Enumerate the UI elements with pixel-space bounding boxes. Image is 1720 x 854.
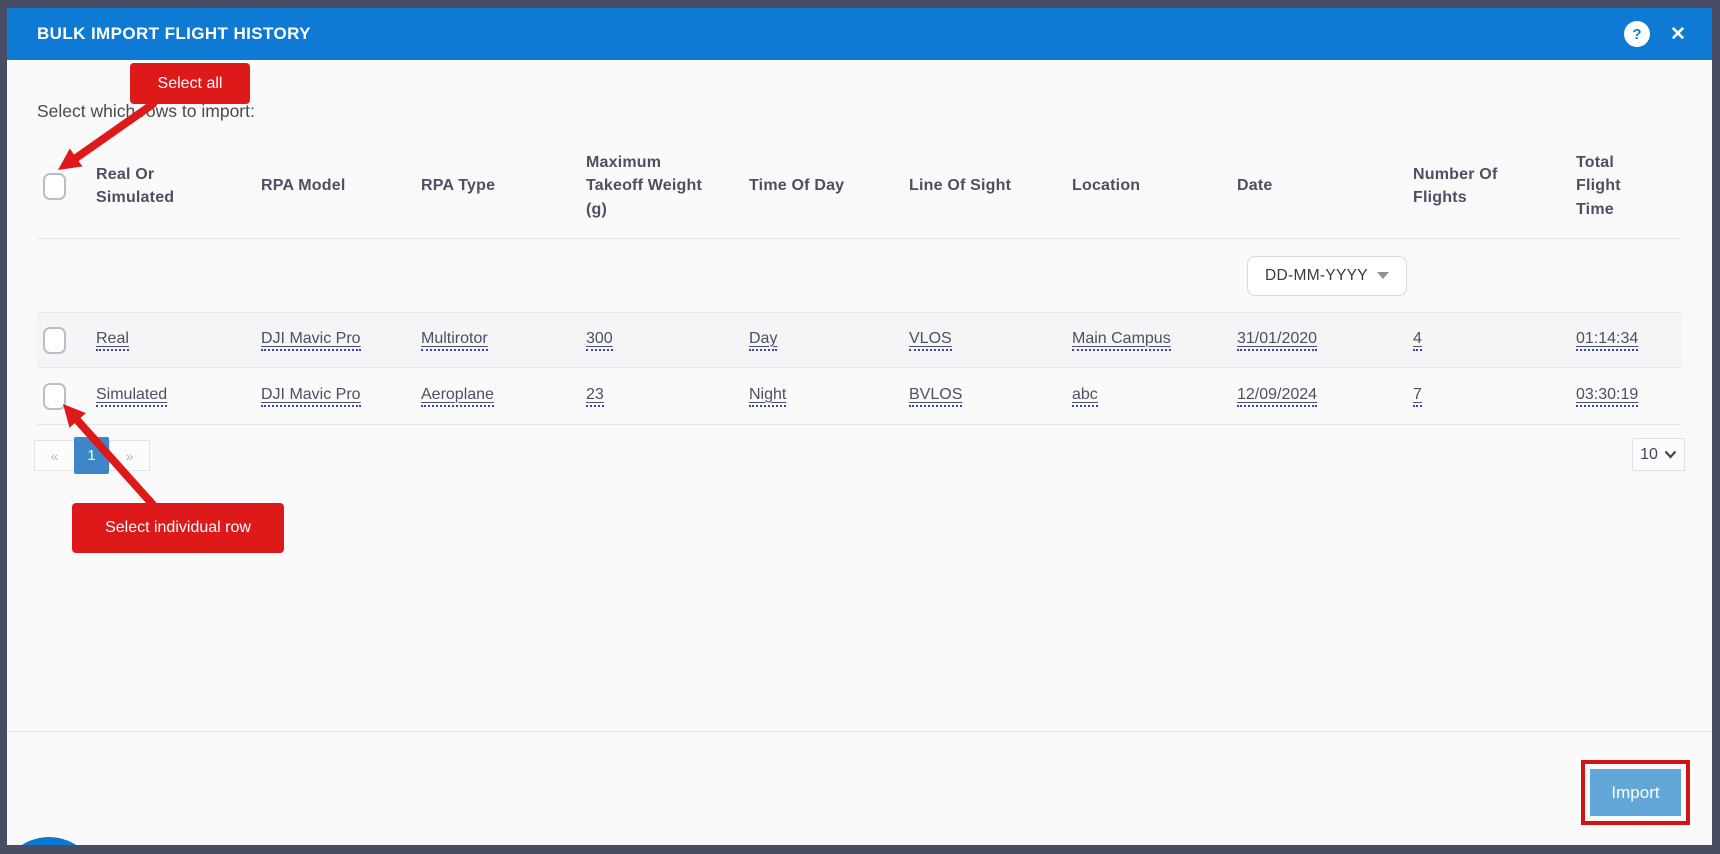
cell-location[interactable]: Main Campus [1072, 330, 1171, 351]
col-total-flight-time: Total Flight Time [1576, 151, 1682, 221]
cell-line-of-sight[interactable]: BVLOS [909, 386, 962, 407]
table-row: Simulated DJI Mavic Pro Aeroplane 23 Nig… [37, 368, 1682, 425]
cell-date[interactable]: 31/01/2020 [1237, 330, 1317, 351]
cell-real-or-simulated[interactable]: Simulated [96, 386, 167, 407]
col-line-of-sight: Line Of Sight [909, 174, 1072, 197]
date-filter-label: DD-MM-YYYY [1265, 267, 1368, 285]
table-filter-row: DD-MM-YYYY [37, 239, 1682, 313]
cell-location[interactable]: abc [1072, 386, 1098, 407]
pagination-first-button[interactable]: « [34, 440, 75, 471]
cell-date[interactable]: 12/09/2024 [1237, 386, 1317, 407]
chat-bubble-button[interactable] [7, 837, 99, 845]
cell-number-of-flights[interactable]: 7 [1413, 386, 1422, 407]
subtitle-select-rows: Select which rows to import: [37, 101, 255, 122]
cell-time-of-day[interactable]: Night [749, 386, 786, 407]
date-filter-dropdown[interactable]: DD-MM-YYYY [1247, 256, 1407, 296]
chevron-down-icon [1664, 450, 1677, 459]
modal-header: BULK IMPORT FLIGHT HISTORY ? ✕ [7, 8, 1712, 60]
select-all-checkbox[interactable] [43, 173, 66, 200]
cell-line-of-sight[interactable]: VLOS [909, 330, 952, 351]
cell-time-of-day[interactable]: Day [749, 330, 777, 351]
cell-total-flight-time[interactable]: 03:30:19 [1576, 386, 1638, 407]
modal-title: BULK IMPORT FLIGHT HISTORY [37, 24, 311, 44]
header-actions: ? ✕ [1624, 21, 1690, 47]
import-button-highlight: Import [1581, 760, 1690, 825]
page-size-value: 10 [1640, 446, 1658, 464]
cell-real-or-simulated[interactable]: Real [96, 330, 129, 351]
pagination-page-1-button[interactable]: 1 [74, 437, 109, 474]
col-max-takeoff-weight: Maximum Takeoff Weight (g) [586, 151, 749, 221]
pagination: « 1 » [34, 437, 150, 474]
cell-rpa-type[interactable]: Aeroplane [421, 386, 494, 407]
row-1-checkbox[interactable] [43, 327, 66, 354]
select-all-callout: Select all [130, 63, 250, 104]
import-button[interactable]: Import [1590, 769, 1681, 816]
cell-number-of-flights[interactable]: 4 [1413, 330, 1422, 351]
cell-rpa-type[interactable]: Multirotor [421, 330, 488, 351]
bulk-import-modal: BULK IMPORT FLIGHT HISTORY ? ✕ Select wh… [7, 8, 1712, 845]
cell-rpa-model[interactable]: DJI Mavic Pro [261, 386, 361, 407]
help-icon[interactable]: ? [1624, 21, 1650, 47]
row-2-checkbox[interactable] [43, 383, 66, 410]
table-row: Real DJI Mavic Pro Multirotor 300 Day VL… [37, 313, 1682, 368]
cell-rpa-model[interactable]: DJI Mavic Pro [261, 330, 361, 351]
footer-divider [7, 731, 1712, 732]
col-number-of-flights: Number Of Flights [1413, 163, 1576, 209]
col-rpa-type: RPA Type [421, 174, 586, 197]
col-time-of-day: Time Of Day [749, 174, 909, 197]
cell-max-takeoff-weight[interactable]: 23 [586, 386, 604, 407]
flight-history-table: Real Or Simulated RPA Model RPA Type Max… [37, 134, 1682, 425]
pagination-last-button[interactable]: » [109, 440, 150, 471]
col-date: Date [1237, 174, 1413, 197]
cell-total-flight-time[interactable]: 01:14:34 [1576, 330, 1638, 351]
close-icon[interactable]: ✕ [1666, 22, 1690, 46]
col-real-or-simulated: Real Or Simulated [96, 163, 261, 209]
chevron-down-icon [1377, 272, 1389, 279]
cell-max-takeoff-weight[interactable]: 300 [586, 330, 613, 351]
col-location: Location [1072, 174, 1237, 197]
table-header-row: Real Or Simulated RPA Model RPA Type Max… [37, 134, 1682, 239]
page-size-select[interactable]: 10 [1632, 438, 1685, 471]
select-individual-row-callout: Select individual row [72, 503, 284, 553]
col-rpa-model: RPA Model [261, 174, 421, 197]
